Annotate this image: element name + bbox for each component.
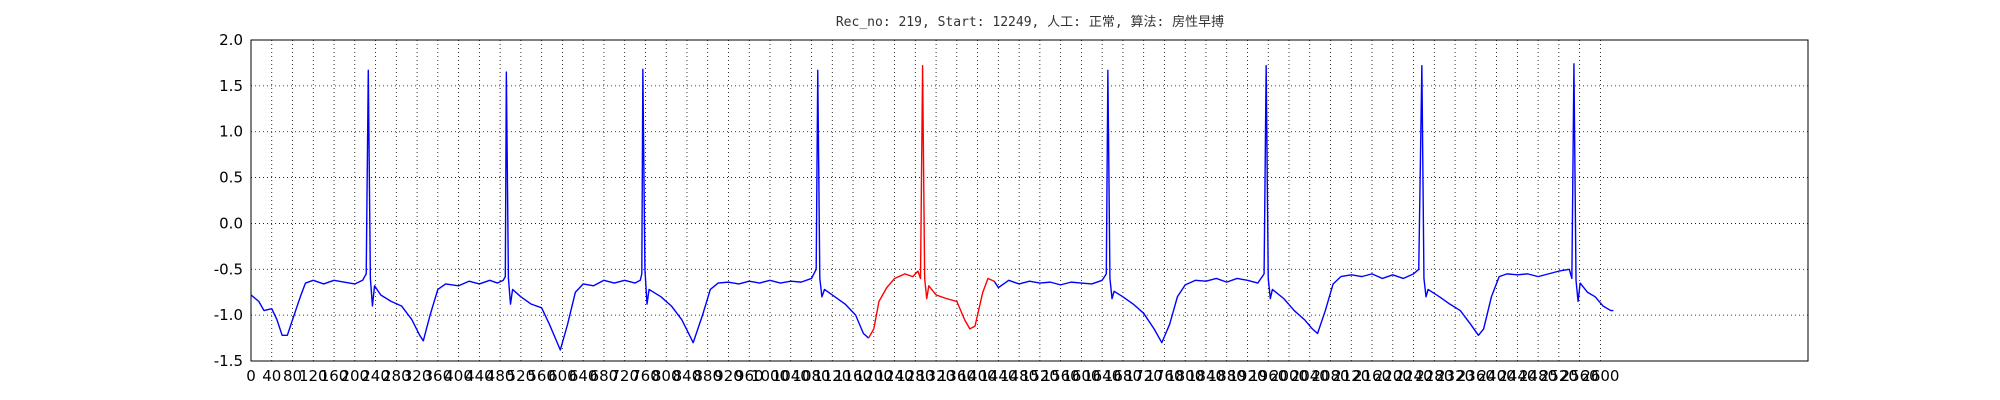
x-tick-label: 280 [382, 367, 411, 385]
x-tick-label: 1760 [1145, 367, 1183, 385]
x-tick-label: 1800 [1166, 367, 1204, 385]
x-tick-label: 720 [610, 367, 639, 385]
x-tick-label: 2600 [1581, 367, 1619, 385]
x-tick-label: 800 [652, 367, 681, 385]
y-tick-label: 1.5 [219, 77, 243, 95]
x-tick-label: 1840 [1187, 367, 1225, 385]
ecg-line [993, 63, 1614, 344]
x-tick-label: 840 [673, 367, 702, 385]
x-tick-label: 1480 [1000, 367, 1038, 385]
x-tick-label: 2440 [1498, 367, 1536, 385]
y-tick-label: -0.5 [214, 260, 243, 278]
x-tick-label: 1160 [834, 367, 872, 385]
x-tick-label: 1880 [1208, 367, 1246, 385]
x-tick-label: 960 [735, 367, 764, 385]
x-tick-label: 680 [590, 367, 619, 385]
x-tick-label: 1240 [875, 367, 913, 385]
x-tick-label: 760 [631, 367, 660, 385]
x-tick-label: 440 [465, 367, 494, 385]
x-tick-label: 1440 [979, 367, 1017, 385]
x-tick-label: 1560 [1042, 367, 1080, 385]
x-tick-label: 40 [262, 367, 281, 385]
x-tick-label: 2360 [1457, 367, 1495, 385]
x-tick-label: 360 [424, 367, 453, 385]
x-tick-label: 2160 [1353, 367, 1391, 385]
x-tick-label: 80 [283, 367, 302, 385]
x-tick-label: 2040 [1291, 367, 1329, 385]
x-tick-label: 1960 [1249, 367, 1287, 385]
x-tick-label: 1320 [917, 367, 955, 385]
x-tick-label: 520 [507, 367, 536, 385]
x-tick-label: 1520 [1021, 367, 1059, 385]
x-tick-label: 1000 [751, 367, 789, 385]
y-tick-label: -1.5 [214, 352, 243, 370]
y-tick-label: -1.0 [214, 306, 243, 324]
x-tick-label: 1200 [855, 367, 893, 385]
x-tick-label: 1720 [1125, 367, 1163, 385]
x-tick-label: 120 [299, 367, 328, 385]
x-tick-label: 1920 [1228, 367, 1266, 385]
y-tick-label: 2.0 [219, 31, 243, 49]
x-tick-label: 2320 [1436, 367, 1474, 385]
x-tick-label: 1040 [772, 367, 810, 385]
x-tick-label: 1360 [938, 367, 976, 385]
x-tick-label: 1400 [959, 367, 997, 385]
y-tick-label: 0.5 [219, 169, 243, 187]
x-tick-label: 1120 [813, 367, 851, 385]
x-tick-label: 400 [444, 367, 473, 385]
ecg-line [250, 68, 870, 351]
x-tick-label: 640 [569, 367, 598, 385]
x-tick-label: 880 [693, 367, 722, 385]
plot-frame [250, 39, 1809, 362]
x-tick-label: 2400 [1478, 367, 1516, 385]
x-tick-label: 0 [246, 367, 256, 385]
x-tick-label: 1600 [1062, 367, 1100, 385]
x-tick-label: 2080 [1311, 367, 1349, 385]
x-tick-label: 2120 [1332, 367, 1370, 385]
x-tick-label: 1280 [896, 367, 934, 385]
x-tick-label: 240 [361, 367, 390, 385]
x-tick-label: 200 [340, 367, 369, 385]
x-tick-label: 2280 [1415, 367, 1453, 385]
chart-title: Rec_no: 219, Start: 12249, 人工: 正常, 算法: 房… [836, 14, 1224, 30]
x-tick-label: 480 [486, 367, 515, 385]
x-tick-label: 2480 [1519, 367, 1557, 385]
x-tick-label: 920 [714, 367, 743, 385]
x-tick-label: 2240 [1394, 367, 1432, 385]
x-tick-label: 2520 [1540, 367, 1578, 385]
ecg-line [868, 64, 995, 339]
y-tick-label: 1.0 [219, 123, 243, 141]
x-tick-label: 1680 [1104, 367, 1142, 385]
x-tick-label: 600 [548, 367, 577, 385]
x-tick-label: 1640 [1083, 367, 1121, 385]
x-tick-label: 320 [403, 367, 432, 385]
y-tick-label: 0.0 [219, 214, 243, 232]
x-tick-label: 1080 [792, 367, 830, 385]
x-tick-label: 560 [527, 367, 556, 385]
x-tick-label: 2200 [1374, 367, 1412, 385]
x-tick-label: 160 [320, 367, 349, 385]
x-tick-label: 2560 [1561, 367, 1599, 385]
x-tick-label: 2000 [1270, 367, 1308, 385]
